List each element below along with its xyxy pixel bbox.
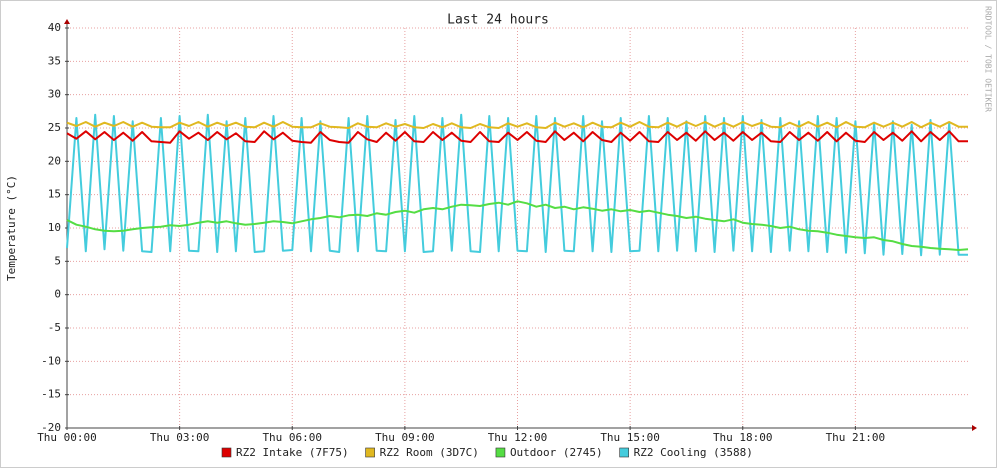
series-line	[66, 200, 969, 251]
legend-label: RZ2 Cooling (3588)	[634, 446, 753, 459]
legend-label: RZ2 Room (3D7C)	[380, 446, 479, 459]
y-tick-label: 30	[48, 88, 61, 101]
axis-arrow	[64, 19, 70, 24]
y-tick-label: 25	[48, 121, 61, 134]
y-tick-label: 35	[48, 54, 61, 67]
legend-label: RZ2 Intake (7F75)	[236, 446, 349, 459]
legend-swatch	[619, 447, 629, 458]
y-tick-label: -15	[41, 388, 61, 401]
x-tick-label: Thu 00:00	[37, 431, 97, 444]
y-tick-label: 10	[48, 221, 61, 234]
chart-title: Last 24 hours	[447, 13, 549, 28]
x-tick-label: Thu 15:00	[600, 431, 660, 444]
y-tick-label: -20	[41, 421, 61, 434]
y-tick-label: 15	[48, 188, 61, 201]
y-axis-label: Temperature (°C)	[5, 175, 18, 281]
series-line	[66, 130, 968, 144]
x-tick-label: Thu 06:00	[262, 431, 322, 444]
y-tick-label: 20	[48, 154, 61, 167]
y-tick-label: -10	[41, 354, 61, 367]
y-tick-label: -5	[48, 321, 61, 334]
legend-swatch	[365, 447, 375, 458]
x-tick-label: Thu 18:00	[713, 431, 773, 444]
axis-arrow	[972, 425, 977, 431]
x-tick-label: Thu 03:00	[150, 431, 210, 444]
x-tick-label: Thu 12:00	[488, 431, 548, 444]
x-tick-label: Thu 21:00	[826, 431, 886, 444]
legend-swatch	[495, 447, 506, 458]
watermark: RRDTOOL / TOBI OETIKER	[984, 6, 993, 112]
legend-swatch	[221, 447, 232, 458]
y-tick-label: 40	[48, 21, 61, 34]
series-line	[66, 121, 968, 129]
y-tick-label: 5	[54, 254, 61, 267]
series-line	[66, 113, 968, 257]
legend-label: Outdoor (2745)	[510, 446, 603, 459]
x-tick-label: Thu 09:00	[375, 431, 435, 444]
y-tick-label: 0	[54, 288, 61, 301]
